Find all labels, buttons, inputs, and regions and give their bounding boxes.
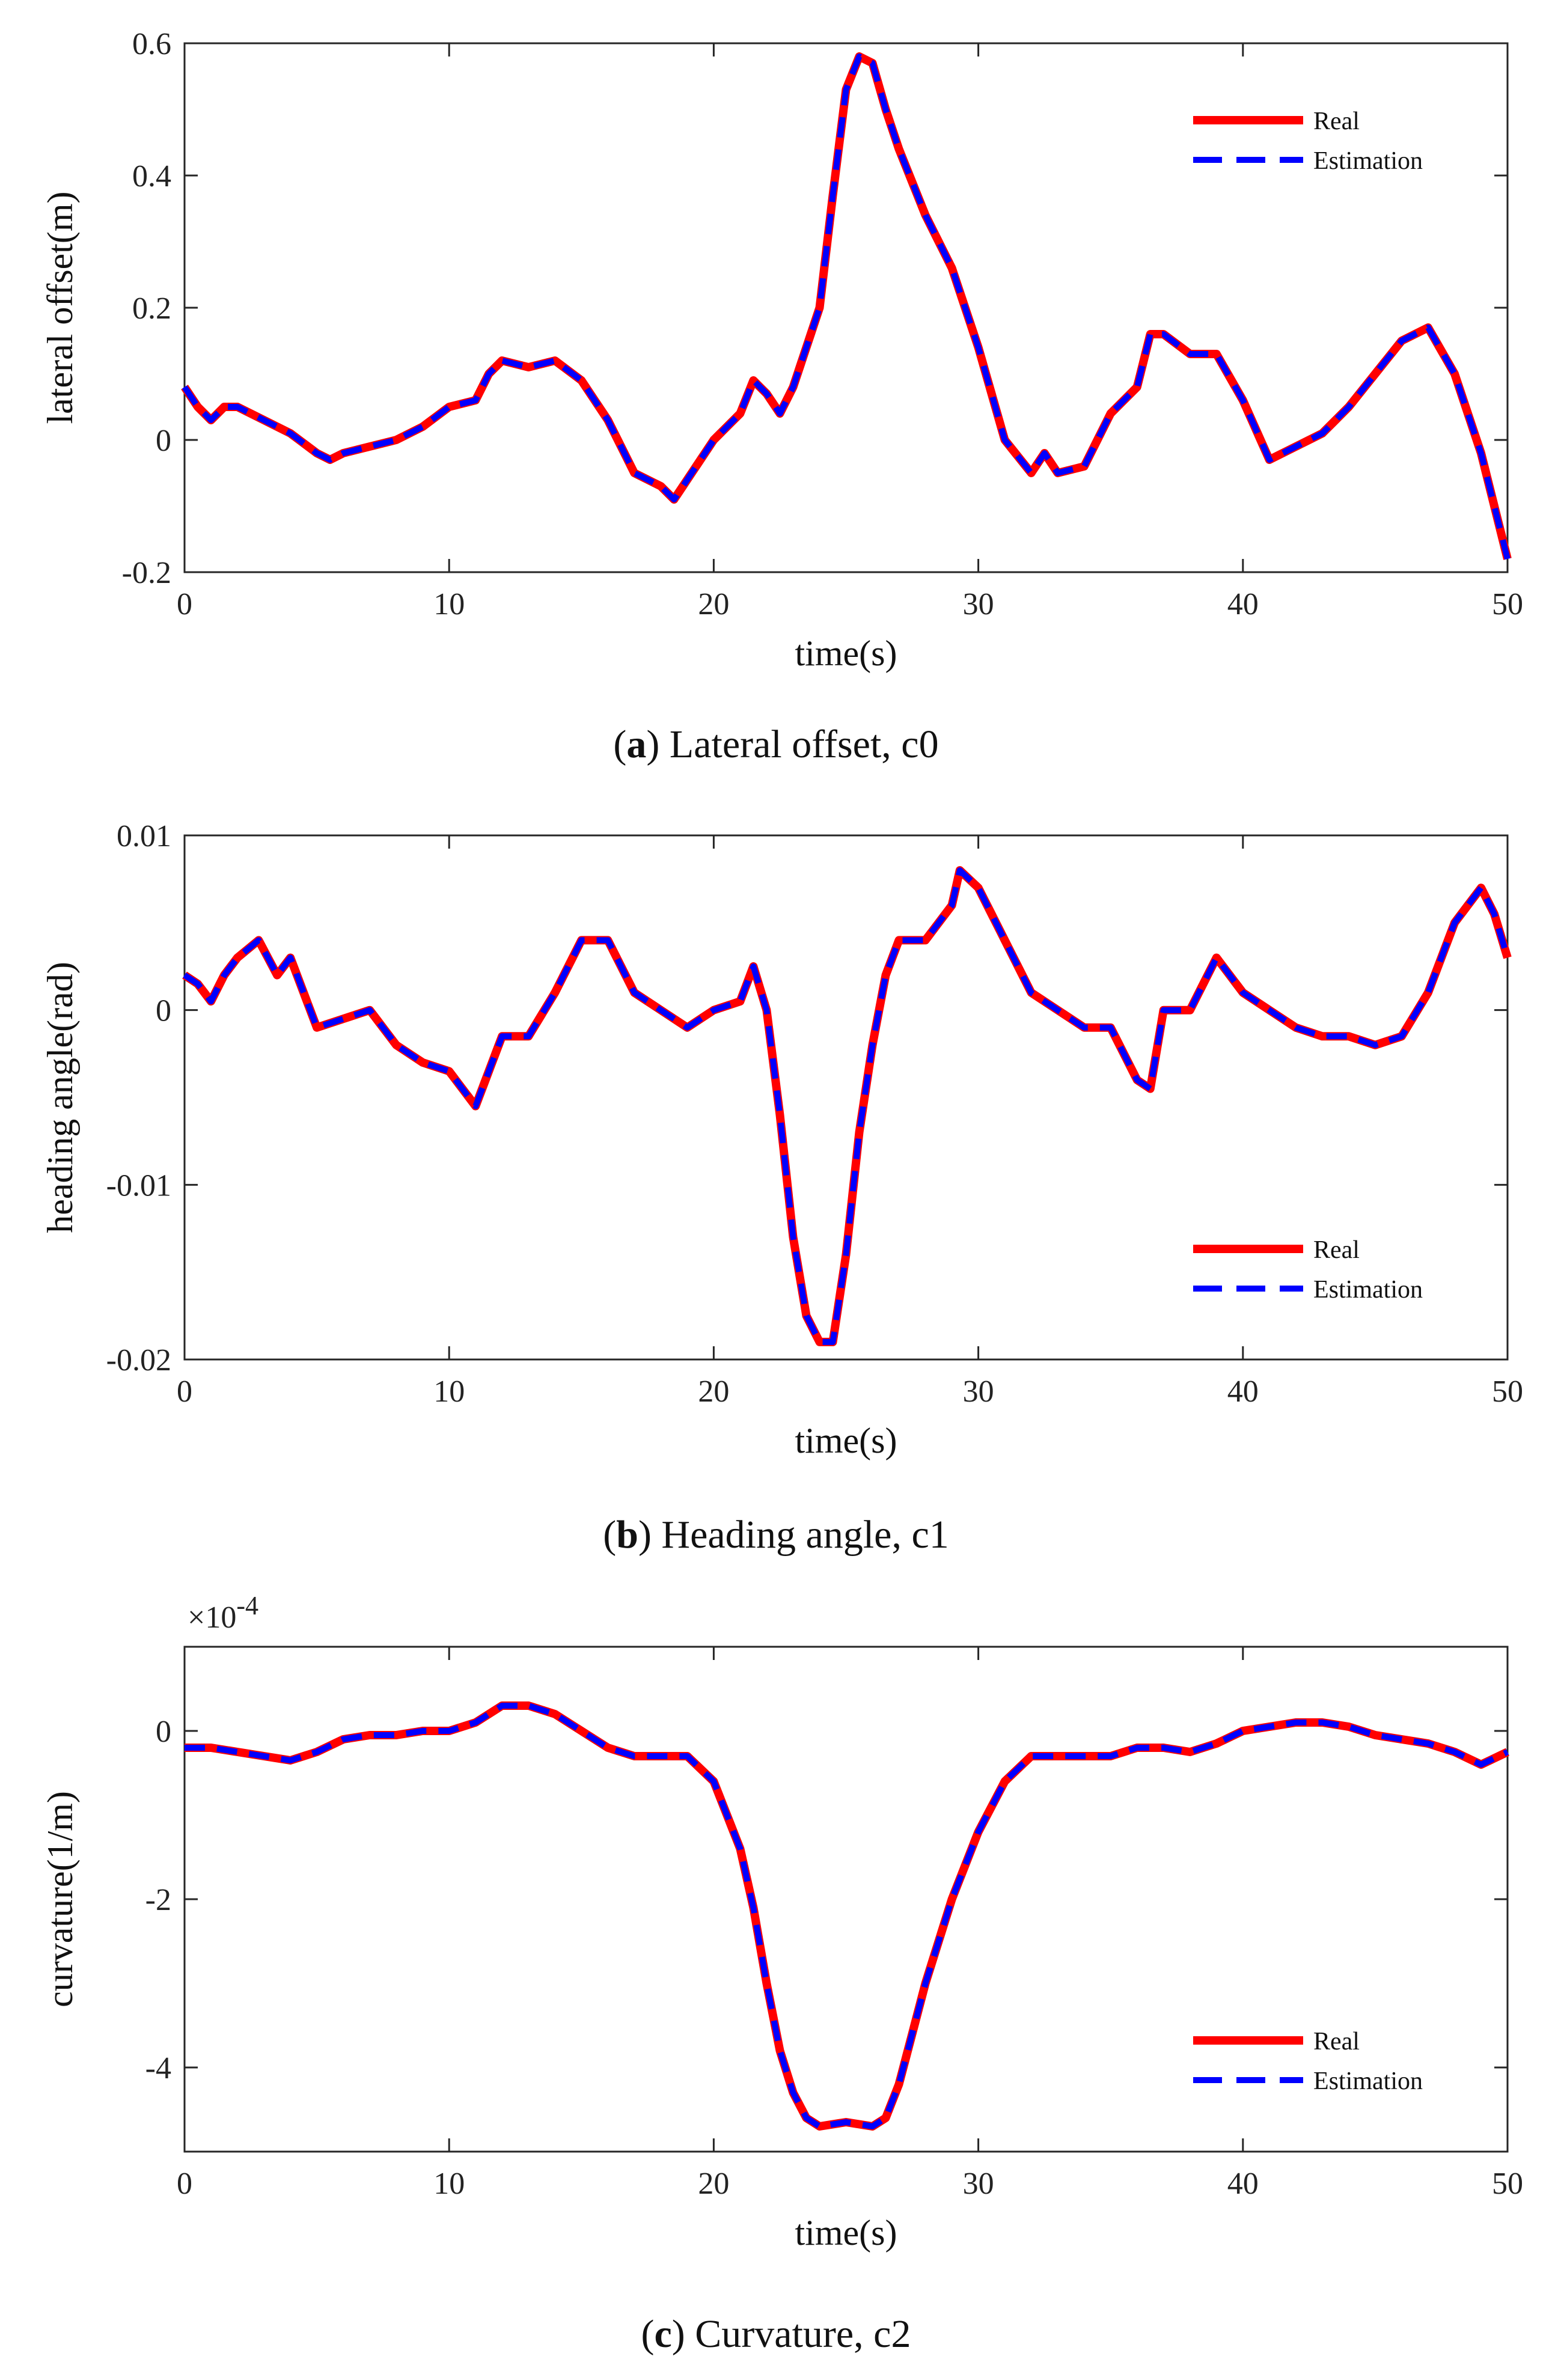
y-tick-label: 0.2 <box>132 291 171 326</box>
panel-caption: (c) Curvature, c2 <box>641 2312 911 2356</box>
x-tick-label: 10 <box>433 1375 465 1409</box>
x-tick-label: 20 <box>698 587 729 621</box>
caption-open-paren: ( <box>641 2312 655 2356</box>
y-exponent-power: -4 <box>236 1591 258 1620</box>
legend-estimation-label: Estimation <box>1313 2067 1423 2095</box>
y-tick-label: -0.01 <box>106 1168 171 1203</box>
x-tick-label: 40 <box>1227 587 1259 621</box>
panels: 0 10 20 30 40 50-0.200.20.40.6time(s)lateral … <box>40 27 1523 2356</box>
legend: Real Estimation <box>1193 2028 1423 2095</box>
legend: Real Estimation <box>1193 1236 1423 1304</box>
x-tick-label: 20 <box>698 1375 729 1409</box>
y-axis-title: heading angle(rad) <box>40 962 80 1233</box>
x-tick-label: 50 <box>1492 2167 1523 2201</box>
x-tick-label: 40 <box>1227 1375 1259 1409</box>
y-tick-label: 0 <box>156 424 171 458</box>
x-tick-label: 20 <box>698 2167 729 2201</box>
y-exponent-label: ×10-4 <box>188 1591 258 1635</box>
y-tick-label: -0.2 <box>122 556 171 590</box>
series-real-line <box>181 52 1512 560</box>
caption-open-paren: ( <box>603 1513 616 1557</box>
series-estimation-line <box>185 1703 1509 2129</box>
caption-open-paren: ( <box>613 722 626 766</box>
series-estimation-line <box>182 53 1511 560</box>
x-tick-label: 10 <box>433 587 465 621</box>
caption-text: ) Lateral offset, c0 <box>646 722 938 766</box>
y-tick-label: 0.6 <box>132 27 171 61</box>
series-real-line <box>185 1701 1510 2131</box>
y-tick-label: -0.02 <box>106 1343 171 1378</box>
legend-real-label: Real <box>1313 1236 1360 1264</box>
legend-estimation-label: Estimation <box>1313 1276 1423 1304</box>
caption-text: ) Heading angle, c1 <box>638 1513 949 1557</box>
legend-estimation-label: Estimation <box>1313 147 1423 175</box>
x-axis-title: time(s) <box>795 633 897 673</box>
caption-letter: b <box>616 1513 638 1557</box>
legend-real-label: Real <box>1313 2028 1360 2055</box>
caption-letter: a <box>626 722 646 766</box>
x-tick-label: 10 <box>433 2167 465 2201</box>
legend-real-label: Real <box>1313 108 1360 135</box>
y-axis-title: lateral offset(m) <box>40 191 80 424</box>
y-tick-label: 0.01 <box>117 819 171 853</box>
x-tick-label: 0 <box>177 1375 192 1409</box>
series-estimation-line <box>183 867 1511 1345</box>
x-tick-label: 0 <box>177 587 192 621</box>
plot-frame <box>183 834 1509 1361</box>
x-tick-label: 0 <box>177 2167 192 2201</box>
chart-panel-b: 0 10 20 30 40 50 -0.02 -0.01 0 0.01 time(s) heading… <box>40 819 1523 1557</box>
y-tick-label: -2 <box>145 1883 171 1917</box>
x-tick-label: 50 <box>1492 587 1523 621</box>
caption-letter: c <box>655 2312 672 2356</box>
y-tick-label: 0 <box>156 1715 171 1749</box>
x-tick-label: 30 <box>963 1375 994 1409</box>
legend: Real Estimation <box>1193 108 1423 175</box>
x-tick-label: 50 <box>1492 1375 1523 1409</box>
panel-caption: (a) Lateral offset, c0 <box>613 722 938 766</box>
x-axis-title: time(s) <box>795 1421 897 1460</box>
y-tick-label: 0.4 <box>132 159 171 194</box>
x-tick-label: 30 <box>963 587 994 621</box>
x-tick-label: 30 <box>963 2167 994 2201</box>
x-tick-label: 40 <box>1227 2167 1259 2201</box>
panel-caption: (b) Heading angle, c1 <box>603 1513 949 1557</box>
chart-panel-a: 0 10 20 30 40 50-0.200.20.40.6time(s)lateral … <box>40 27 1523 766</box>
y-tick-label: -4 <box>145 2051 171 2086</box>
caption-text: ) Curvature, c2 <box>672 2312 911 2356</box>
chart-panel-c: 0 10 20 30 40 50 -4 -2 0 ×10-4 time(s) curvature(1/… <box>40 1591 1523 2356</box>
y-tick-label: 0 <box>156 994 171 1028</box>
y-axis-title: curvature(1/m) <box>40 1791 80 2007</box>
x-axis-title: time(s) <box>795 2213 897 2253</box>
